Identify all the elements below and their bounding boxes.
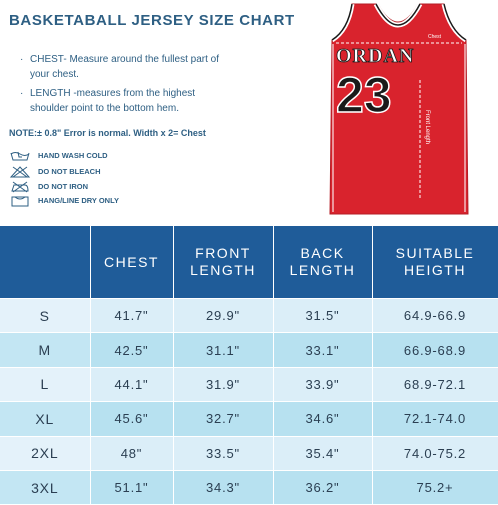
- hang-dry-icon: [11, 196, 29, 207]
- length-instruction-text: LENGTH -measures from the highest should…: [30, 88, 196, 114]
- front-length-cell: 34.3": [173, 470, 274, 505]
- chest-cell: 48": [90, 436, 174, 471]
- table-row: S 41.7" 29.9" 31.5" 64.9-66.9: [0, 298, 498, 334]
- chest-cell: 41.7": [90, 298, 174, 334]
- height-cell: 72.1-74.0: [372, 401, 498, 437]
- length-instruction: · LENGTH -measures from the highest shou…: [20, 86, 230, 116]
- jersey-graphic: Chest ORDAN 23 Front Length: [329, 2, 469, 215]
- bullet-dot: ·: [20, 88, 24, 99]
- size-cell: L: [0, 367, 91, 403]
- front-length-cell: 31.1": [173, 332, 274, 368]
- table-row: 2XL 48" 33.5" 35.4" 74.0-75.2: [0, 436, 498, 471]
- jersey-length-label: Front Length: [424, 110, 430, 144]
- height-cell: 66.9-68.9: [372, 332, 498, 368]
- front-length-cell: 31.9": [173, 367, 274, 403]
- tolerance-note: NOTE:± 0.8" Error is normal. Width x 2= …: [9, 128, 206, 138]
- bullet-dot: ·: [20, 54, 24, 65]
- size-cell: S: [0, 298, 91, 334]
- table-header-row: CHEST FRONT LENGTH BACK LENGTH SUITABLE HEIGTH: [0, 226, 498, 299]
- front-length-cell: 32.7": [173, 401, 274, 437]
- chest-header: CHEST: [90, 226, 174, 299]
- suitable-height-header: SUITABLE HEIGTH: [372, 226, 498, 299]
- height-cell: 75.2+: [372, 470, 498, 505]
- size-cell: XL: [0, 401, 91, 437]
- chest-cell: 51.1": [90, 470, 174, 505]
- table-row: 3XL 51.1" 34.3" 36.2" 75.2+: [0, 470, 498, 505]
- size-cell: 2XL: [0, 436, 91, 471]
- table-row: XL 45.6" 32.7" 34.6" 72.1-74.0: [0, 401, 498, 437]
- back-length-cell: 33.9": [273, 367, 373, 403]
- no-iron-icon: [11, 181, 29, 193]
- front-length-cell: 33.5": [173, 436, 274, 471]
- height-cell: 68.9-72.1: [372, 367, 498, 403]
- back-length-header: BACK LENGTH: [273, 226, 373, 299]
- size-chart-table: CHEST FRONT LENGTH BACK LENGTH SUITABLE HEIGTH…: [0, 226, 498, 505]
- chest-cell: 44.1": [90, 367, 174, 403]
- jersey-chest-label: Chest: [428, 34, 442, 40]
- height-cell: 64.9-66.9: [372, 298, 498, 334]
- care-hand-wash: HAND WASH COLD: [38, 151, 108, 160]
- page-title: BASKETABALL JERSEY SIZE CHART: [9, 12, 295, 29]
- table-body: S 41.7" 29.9" 31.5" 64.9-66.9 M 42.5" 31.1" 33.1…: [0, 298, 498, 505]
- back-length-cell: 34.6": [273, 401, 373, 437]
- back-length-cell: 35.4": [273, 436, 373, 471]
- jersey-illustration: Chest ORDAN 23 Front Length: [300, 0, 498, 218]
- table-row: M 42.5" 31.1" 33.1" 66.9-68.9: [0, 332, 498, 368]
- height-cell: 74.0-75.2: [372, 436, 498, 471]
- back-length-cell: 33.1": [273, 332, 373, 368]
- care-no-iron: DO NOT IRON: [38, 182, 88, 191]
- care-hang-dry: HANG/LINE DRY ONLY: [38, 196, 119, 205]
- size-header: [0, 226, 91, 299]
- hand-wash-icon: [10, 151, 30, 161]
- care-no-bleach: DO NOT BLEACH: [38, 167, 101, 176]
- size-cell: 3XL: [0, 470, 91, 505]
- back-length-cell: 31.5": [273, 298, 373, 334]
- no-bleach-icon: [9, 166, 31, 178]
- jersey-name: ORDAN: [336, 45, 414, 67]
- size-cell: M: [0, 332, 91, 368]
- front-length-header: FRONT LENGTH: [173, 226, 274, 299]
- back-length-cell: 36.2": [273, 470, 373, 505]
- chest-cell: 45.6": [90, 401, 174, 437]
- table-row: L 44.1" 31.9" 33.9" 68.9-72.1: [0, 367, 498, 403]
- front-length-cell: 29.9": [173, 298, 274, 334]
- chest-instruction-text: CHEST- Measure around the fullest part o…: [30, 54, 219, 80]
- jersey-number: 23: [336, 67, 392, 123]
- chest-cell: 42.5": [90, 332, 174, 368]
- chest-instruction: · CHEST- Measure around the fullest part…: [20, 52, 230, 82]
